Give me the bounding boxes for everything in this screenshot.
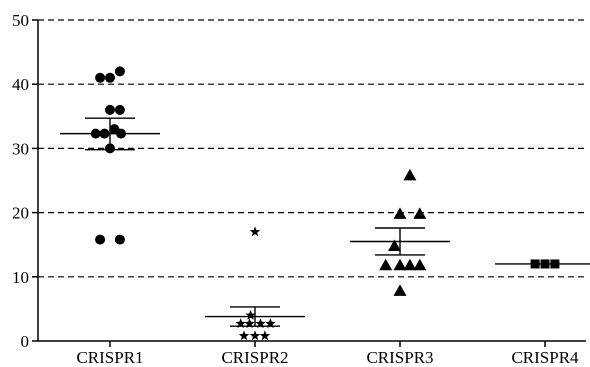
star-point <box>255 318 266 329</box>
triangle-point <box>403 258 417 271</box>
y-tick-label: 20 <box>12 204 29 223</box>
x-tick-label: CRISPR2 <box>221 348 288 367</box>
y-tick-label: 10 <box>12 268 29 287</box>
triangle-point <box>393 284 407 296</box>
triangle-point <box>413 258 427 271</box>
data-points <box>90 66 560 341</box>
triangle-point <box>413 207 427 219</box>
y-tick-label: 0 <box>21 332 30 351</box>
triangle-point <box>393 258 407 271</box>
circle-point <box>95 72 106 83</box>
star-point <box>244 318 255 329</box>
circle-point <box>114 234 125 245</box>
triangle-point <box>388 239 401 251</box>
circle-point <box>114 104 125 115</box>
circle-point <box>95 234 106 245</box>
grid-lines <box>38 19 586 278</box>
circle-point <box>105 104 115 115</box>
y-tick-label: 40 <box>12 75 29 94</box>
triangle-point <box>393 207 407 219</box>
y-axis-ticks: 0 10 20 30 40 50 <box>12 11 38 351</box>
y-tick-label: 30 <box>12 139 29 158</box>
x-tick-label: CRISPR3 <box>366 348 433 367</box>
triangle-point <box>379 258 393 271</box>
x-tick-label: CRISPR4 <box>511 348 579 367</box>
circle-point <box>114 66 125 77</box>
circle-point <box>105 72 115 83</box>
star-point <box>245 309 256 320</box>
star-point <box>235 318 246 329</box>
mean-error-bars <box>60 117 590 327</box>
axes <box>37 20 586 342</box>
star-point <box>259 330 271 341</box>
star-point <box>249 330 261 341</box>
y-tick-label: 50 <box>12 11 29 30</box>
star-point <box>265 318 276 329</box>
triangle-point <box>403 168 417 181</box>
x-axis-ticks: CRISPR1 CRISPR2 CRISPR3 CRISPR4 <box>76 341 579 367</box>
star-point <box>249 226 261 237</box>
x-tick-label: CRISPR1 <box>76 348 143 367</box>
star-point <box>238 330 250 341</box>
